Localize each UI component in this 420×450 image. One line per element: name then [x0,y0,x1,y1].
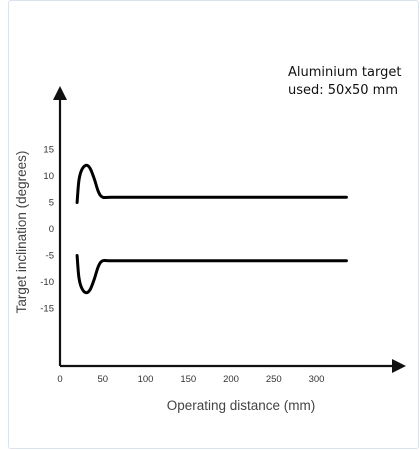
y-axis-title: Target inclination (degrees) [14,151,29,314]
x-tick-label: 100 [138,374,154,385]
annotation-line-2: used: 50x50 mm [288,83,398,98]
x-tick-label: 300 [309,374,325,385]
annotation-line-1: Aluminium target [288,65,401,80]
y-tick-label: 15 [43,145,54,156]
x-tick-label: 200 [223,374,239,385]
upper-limit-line [75,163,348,204]
series-lines [75,163,348,295]
x-axis-arrow [392,359,406,373]
y-tick-label: 10 [43,171,54,182]
x-tick-label: 150 [180,374,196,385]
y-tick-label: 5 [49,198,54,209]
y-tick-label: -5 [46,251,54,262]
x-tick-labels: 0 50 100 150 200 250 300 [57,374,324,385]
chart-frame [8,0,419,449]
x-tick-label: 0 [57,374,62,385]
y-axis-arrow [53,86,67,100]
y-tick-label: -10 [40,277,54,288]
y-tick-label: 0 [49,224,54,235]
x-tick-label: 50 [97,374,108,385]
y-tick-labels: 15 10 5 0 -5 -10 -15 [40,145,54,315]
x-tick-label: 250 [266,374,282,385]
lower-limit-line [75,254,348,295]
x-axis-title: Operating distance (mm) [167,398,316,413]
y-tick-label: -15 [40,304,54,315]
axes [53,86,406,373]
